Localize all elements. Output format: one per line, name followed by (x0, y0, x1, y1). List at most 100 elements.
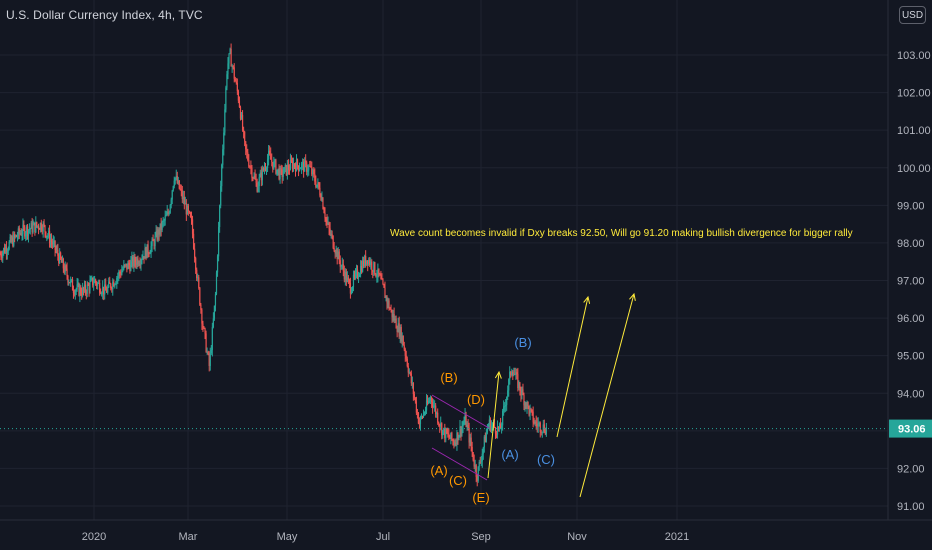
candle-body (301, 163, 303, 169)
candle-body (238, 100, 241, 108)
candle-body (39, 222, 42, 230)
candle-body (143, 256, 145, 259)
candle-body (506, 397, 508, 405)
candle-body (330, 233, 332, 235)
candle-body (139, 263, 141, 265)
time-axis[interactable]: 2020 Mar May Jul Sep Nov 2021 (82, 531, 689, 543)
candle-body (105, 284, 107, 291)
candle-body (347, 277, 349, 280)
candle-body (192, 233, 195, 249)
candle-body (158, 229, 160, 235)
candle-body (271, 159, 273, 162)
candle-body (14, 234, 16, 237)
candle-body (2, 252, 4, 258)
candle-body (412, 383, 414, 395)
candle-body (270, 154, 272, 160)
candle-body (128, 262, 130, 266)
candle-body (388, 300, 390, 309)
candle-body (98, 282, 100, 284)
candle-body (209, 353, 211, 366)
candle-body (289, 160, 292, 170)
candle-body (57, 249, 59, 256)
candle-body (162, 220, 164, 222)
candle-body (409, 372, 411, 374)
candle-body (197, 277, 199, 279)
candle-body (404, 349, 406, 356)
candle-body (514, 374, 516, 375)
currency-button[interactable]: USD (899, 6, 926, 24)
candle-body (236, 83, 238, 92)
candle-body (248, 160, 250, 167)
candle-body (466, 424, 468, 427)
time-tick-label: Nov (567, 531, 587, 543)
candle-body (268, 150, 270, 160)
candle-body (172, 186, 174, 191)
candle-body (186, 205, 188, 215)
candle-body (280, 168, 282, 170)
candle-body (439, 424, 441, 427)
candle-body (70, 279, 72, 284)
candle-body (442, 430, 444, 436)
candle-body (537, 423, 539, 427)
candle-body (90, 279, 92, 282)
candle-body (390, 309, 392, 311)
candle-body (451, 432, 453, 440)
candle-body (456, 432, 458, 445)
candle-body (314, 173, 316, 182)
candle-body (51, 242, 53, 245)
wave-label-a-orange: (A) (430, 463, 447, 478)
candle-body (93, 282, 95, 286)
candle-body (340, 265, 342, 267)
wave-label-c-orange: (C) (449, 473, 467, 488)
candle-body (545, 427, 547, 435)
time-tick-label: 2020 (82, 531, 106, 543)
candle-body (43, 223, 45, 226)
candle-body (419, 416, 422, 425)
candle-body (470, 437, 472, 448)
candle-body (133, 256, 135, 267)
candle-body (305, 160, 307, 163)
chart-title: U.S. Dollar Currency Index, 4h, TVC (6, 8, 203, 22)
candle-body (36, 221, 38, 227)
candle-body (449, 437, 451, 439)
candle-body (136, 258, 138, 265)
candle-body (22, 224, 24, 235)
candle-body (414, 397, 416, 402)
candle-body (245, 141, 247, 150)
candle-body (295, 159, 298, 172)
candle-body (124, 264, 126, 266)
candle-body (370, 261, 372, 266)
candle-body (382, 279, 384, 285)
candle-body (540, 431, 542, 433)
candle-body (507, 390, 509, 398)
candle-body (380, 275, 382, 279)
time-tick-label: Jul (376, 531, 390, 543)
candle-body (397, 323, 399, 332)
candle-body (206, 351, 208, 353)
candle-body (74, 290, 76, 295)
candle-body (134, 256, 136, 263)
candle-body (251, 167, 253, 178)
candle-body (71, 279, 73, 281)
candle-body (315, 181, 317, 187)
candle-body (386, 296, 388, 304)
candle-body (111, 288, 113, 290)
candle-body (132, 257, 134, 267)
candle-body (203, 327, 205, 329)
candle-body (217, 227, 220, 257)
candle-body (453, 441, 455, 446)
candle-body (349, 283, 352, 294)
candle-body (9, 236, 11, 243)
candle-body (216, 256, 219, 273)
candle-body (447, 433, 449, 435)
candle-body (391, 309, 393, 318)
candle-body (54, 240, 56, 250)
candle-body (491, 424, 494, 426)
candle-body (146, 244, 148, 259)
candle-body (219, 205, 221, 228)
candle-body (324, 213, 326, 219)
candle-body (298, 168, 301, 171)
candle-body (80, 287, 82, 294)
time-tick-label: Mar (179, 531, 198, 543)
